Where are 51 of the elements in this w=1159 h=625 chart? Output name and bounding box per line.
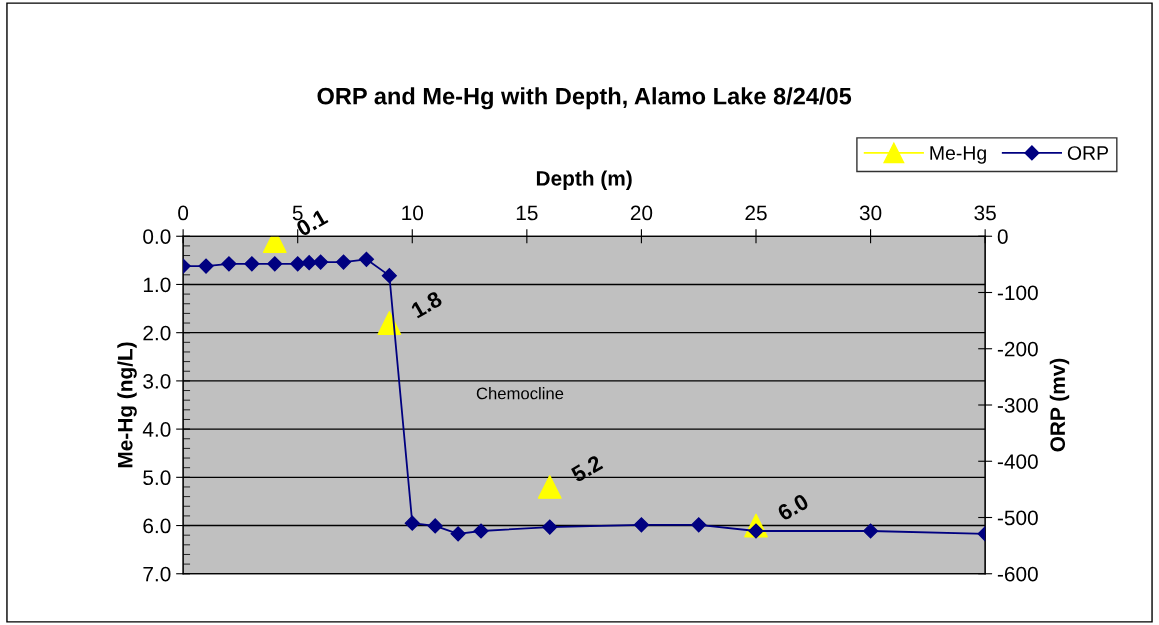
y2-tick-label: -200 bbox=[997, 341, 1038, 357]
y-tick-label: 2.0 bbox=[143, 325, 171, 341]
point bbox=[244, 256, 260, 272]
y2-tick-label: -400 bbox=[997, 454, 1038, 469]
point bbox=[427, 518, 443, 534]
chart-title: ORP and Me-Hg with Depth, Alamo Lake 8/24/05 bbox=[317, 87, 852, 110]
y2-tick-label: -500 bbox=[997, 510, 1038, 526]
point bbox=[358, 251, 375, 267]
x-tick-label: 25 bbox=[745, 205, 767, 221]
y2-tick-label: -600 bbox=[997, 566, 1038, 582]
point bbox=[633, 517, 649, 533]
y-tick-label: 5.0 bbox=[143, 470, 171, 486]
point bbox=[335, 254, 352, 270]
y2-tick-label: -100 bbox=[997, 285, 1038, 301]
y-tick-label: 3.0 bbox=[143, 373, 171, 389]
y2-tick-label: 0 bbox=[997, 229, 1008, 244]
x-tick-label: 10 bbox=[402, 205, 424, 221]
x-tick-label: 30 bbox=[859, 205, 882, 221]
point bbox=[301, 255, 317, 271]
data-label: 1.8 bbox=[410, 290, 444, 319]
point bbox=[473, 523, 489, 539]
x-axis-title: Depth (m) bbox=[536, 170, 632, 190]
point bbox=[404, 515, 420, 531]
y-axis-title: Me-Hg (ng/L) bbox=[117, 342, 137, 468]
y-tick-label: 1.0 bbox=[143, 277, 171, 293]
legend-label: Me-Hg bbox=[930, 146, 986, 164]
x-tick-label: 15 bbox=[516, 205, 538, 221]
point bbox=[537, 475, 562, 499]
data-label: 6.0 bbox=[776, 493, 810, 522]
y-tick-label: 6.0 bbox=[143, 518, 171, 534]
x-tick-label: 35 bbox=[974, 205, 996, 221]
point bbox=[267, 256, 283, 272]
point bbox=[542, 519, 558, 535]
annotation: Chemocline bbox=[476, 387, 564, 400]
y-tick-label: 0.0 bbox=[143, 229, 171, 244]
point bbox=[863, 523, 879, 539]
point bbox=[450, 526, 466, 542]
data-label: 5.2 bbox=[570, 454, 604, 483]
point bbox=[381, 268, 397, 284]
point bbox=[313, 254, 329, 270]
x-tick-label: 20 bbox=[630, 205, 653, 221]
legend-label: ORP bbox=[1067, 146, 1109, 160]
y-tick-label: 7.0 bbox=[143, 566, 171, 582]
y-tick-label: 4.0 bbox=[142, 422, 171, 437]
x-tick-label: 0 bbox=[178, 205, 189, 221]
point bbox=[221, 256, 237, 272]
point bbox=[290, 256, 306, 272]
y2-tick-label: -300 bbox=[997, 398, 1038, 413]
point bbox=[198, 258, 214, 274]
y2-axis-title: ORP (mv) bbox=[1049, 358, 1070, 452]
point bbox=[691, 517, 707, 533]
